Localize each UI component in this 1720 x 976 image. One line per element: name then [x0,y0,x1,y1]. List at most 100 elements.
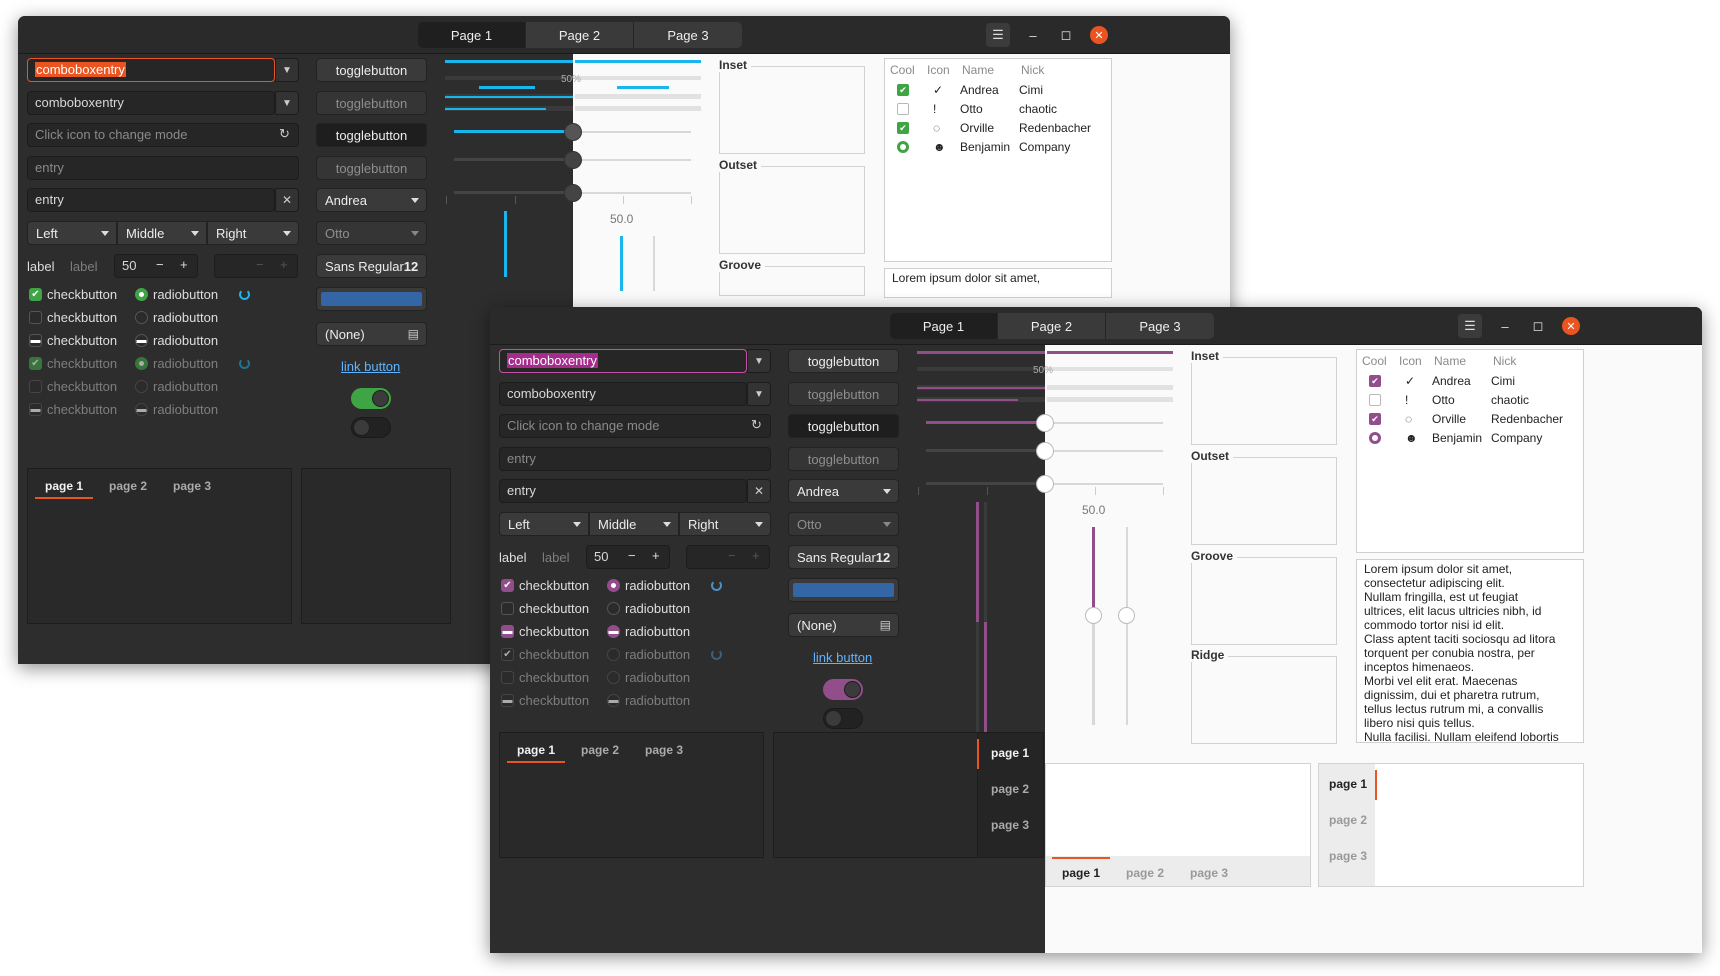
scale-slider[interactable] [564,184,582,202]
scale-slider[interactable] [1036,414,1054,432]
notebook-tab-page-1[interactable]: page 1 [45,479,84,493]
togglebutton-active[interactable]: togglebutton [788,414,899,438]
notebook-tab-page-2[interactable]: page 2 [581,743,620,757]
combo-right[interactable]: Right [679,512,771,536]
combo-otto[interactable]: Otto [316,221,427,245]
color-button[interactable] [316,287,427,311]
combo-andrea[interactable]: Andrea [788,479,899,503]
hamburger-icon[interactable]: ☰ [1458,314,1482,338]
togglebutton-disabled[interactable]: togglebutton [788,447,899,471]
checkbox-mixed[interactable]: ▬ [29,334,42,347]
vscale-slider[interactable] [1118,607,1135,624]
refresh-icon[interactable]: ↻ [279,126,290,141]
spin-button[interactable]: 50 [114,254,198,278]
font-button[interactable]: Sans Regular 12 [788,545,899,569]
font-button[interactable]: Sans Regular 12 [316,254,427,278]
entry-disabled[interactable]: entry [499,447,771,471]
notebook-tab-page-1[interactable]: page 1 [1062,866,1101,880]
scale-slider[interactable] [564,151,582,169]
text-view[interactable]: Lorem ipsum dolor sit amet, [884,268,1112,298]
notebook-tab-page-2[interactable]: page 2 [1126,866,1165,880]
radio-checked[interactable] [135,288,148,301]
tab-page-1[interactable]: Page 1 [890,313,998,339]
notebook-tab-page-1[interactable]: page 1 [990,746,1029,760]
switch-on[interactable] [351,388,391,409]
spin-button[interactable]: 50 [586,545,670,569]
cell-checkbox[interactable]: ✔ [1369,375,1381,387]
combo-middle[interactable]: Middle [589,512,679,536]
maximize-icon[interactable]: ◻ [1060,27,1072,42]
plus-icon[interactable]: + [652,548,660,563]
spin-button-disabled[interactable] [214,254,298,278]
minimize-icon[interactable]: – [1501,318,1509,334]
maximize-icon[interactable]: ◻ [1532,318,1544,333]
notebook-tab-page-1[interactable]: page 1 [517,743,556,757]
notebook-tab-page-3[interactable]: page 3 [1329,849,1368,863]
chevron-down-icon[interactable]: ▼ [747,382,771,406]
combo-right[interactable]: Right [207,221,299,245]
chevron-down-icon[interactable]: ▼ [275,91,299,115]
notebook-tab-page-3[interactable]: page 3 [645,743,684,757]
cell-checkbox[interactable] [897,103,909,115]
refresh-icon[interactable]: ↻ [751,417,762,432]
minimize-icon[interactable]: – [1029,27,1037,43]
cell-checkbox[interactable]: ✔ [1369,413,1381,425]
comboboxentry-focused[interactable]: comboboxentry [499,349,747,373]
checkbox-unchecked[interactable] [29,311,42,324]
togglebutton[interactable]: togglebutton [316,58,427,82]
minus-icon[interactable]: − [628,548,636,563]
entry-field[interactable]: entry [499,479,747,503]
clear-icon[interactable]: ✕ [275,188,299,212]
column-header-icon[interactable]: Icon [1399,354,1422,368]
checkbox-checked[interactable]: ✔ [501,579,514,592]
scale-slider[interactable] [564,123,582,141]
entry-disabled[interactable]: entry [27,156,299,180]
notebook-tab-page-2[interactable]: page 2 [1329,813,1368,827]
column-header-name[interactable]: Name [962,63,995,77]
tree-view[interactable]: Cool Icon Name Nick ✔ ✔ ✓ ! ◌ ☻ Andrea O… [884,58,1112,262]
spin-button-disabled[interactable] [686,545,770,569]
link-button[interactable]: link button [813,650,873,665]
mode-entry[interactable]: Click icon to change mode [499,414,771,438]
switch-on[interactable] [823,679,863,700]
togglebutton-disabled[interactable]: togglebutton [788,382,899,406]
notebook-tab-page-3[interactable]: page 3 [173,479,212,493]
cell-radio[interactable] [1369,432,1381,444]
combo-andrea[interactable]: Andrea [316,188,427,212]
column-header-cool[interactable]: Cool [890,63,915,77]
combo-left[interactable]: Left [499,512,589,536]
tree-view[interactable]: Cool Icon Name Nick ✔ ✔ ✓ ! ◌ ☻ Andrea O… [1356,349,1584,553]
radio-unchecked[interactable] [607,602,620,615]
combo-left[interactable]: Left [27,221,117,245]
radio-mixed[interactable]: ▬ [135,334,148,347]
notebook-tab-page-3[interactable]: page 3 [1190,866,1229,880]
cell-checkbox[interactable]: ✔ [897,84,909,96]
column-header-name[interactable]: Name [1434,354,1467,368]
cell-checkbox[interactable] [1369,394,1381,406]
tab-page-2[interactable]: Page 2 [998,313,1106,339]
notebook-tab-page-2[interactable]: page 2 [109,479,148,493]
radio-unchecked[interactable] [135,311,148,324]
mode-entry[interactable]: Click icon to change mode [27,123,299,147]
comboboxentry[interactable]: comboboxentry [499,382,747,406]
comboboxentry-focused[interactable]: comboboxentry [27,58,275,82]
switch-off[interactable] [351,417,391,438]
text-view[interactable]: Lorem ipsum dolor sit amet, consectetur … [1356,559,1584,743]
minus-icon[interactable]: − [156,257,164,272]
togglebutton-active[interactable]: togglebutton [316,123,427,147]
checkbox-mixed[interactable]: ▬ [501,625,514,638]
tab-page-2[interactable]: Page 2 [526,22,634,48]
file-chooser-button[interactable]: (None) ▤ [316,322,427,346]
close-icon[interactable]: ✕ [1090,26,1108,44]
column-header-nick[interactable]: Nick [1493,354,1517,368]
radio-mixed[interactable]: ▬ [607,625,620,638]
tab-page-3[interactable]: Page 3 [1139,318,1181,334]
vscale-slider[interactable] [1085,607,1102,624]
radio-checked[interactable] [607,579,620,592]
file-chooser-button[interactable]: (None) ▤ [788,613,899,637]
column-header-icon[interactable]: Icon [927,63,950,77]
scale-slider[interactable] [1036,475,1054,493]
tab-page-3[interactable]: Page 3 [667,27,709,43]
togglebutton-disabled[interactable]: togglebutton [316,156,427,180]
combo-otto[interactable]: Otto [788,512,899,536]
